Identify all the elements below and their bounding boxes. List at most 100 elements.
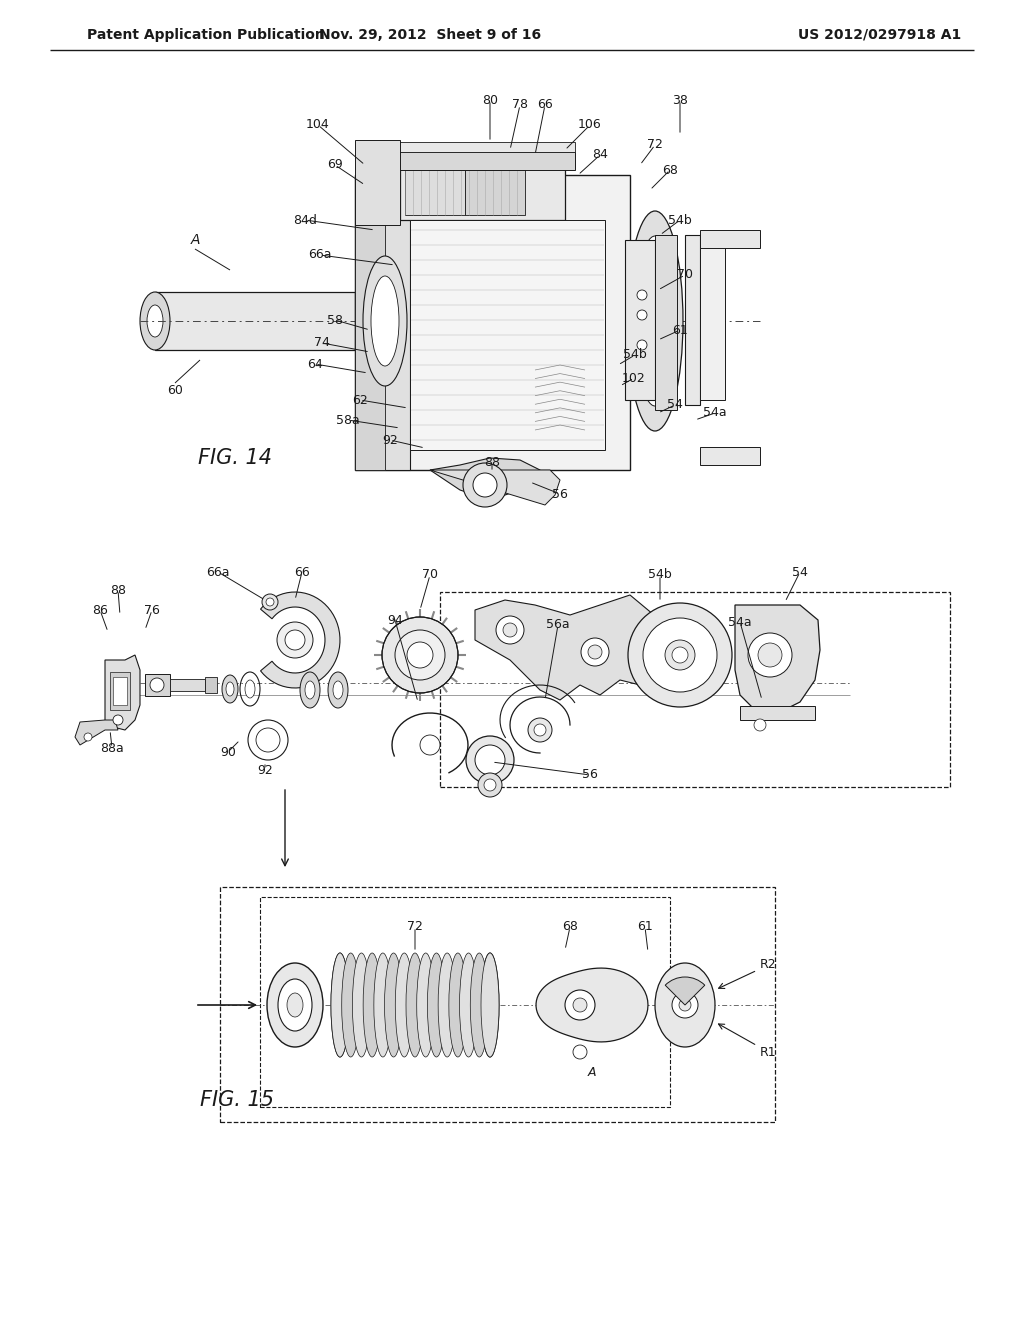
Ellipse shape [385, 953, 402, 1057]
Ellipse shape [147, 305, 163, 337]
Bar [260, 898, 670, 1107]
Bar [465, 170, 525, 215]
Circle shape [266, 598, 274, 606]
Polygon shape [475, 595, 665, 700]
Ellipse shape [362, 256, 407, 385]
Text: FIG. 14: FIG. 14 [198, 447, 272, 469]
Circle shape [637, 341, 647, 350]
Text: 90: 90 [220, 746, 236, 759]
Ellipse shape [331, 953, 349, 1057]
Text: 72: 72 [408, 920, 423, 933]
Polygon shape [735, 605, 820, 711]
Bar [110, 672, 130, 710]
Text: 56: 56 [552, 487, 568, 500]
Bar [685, 235, 700, 405]
Text: 58a: 58a [336, 413, 359, 426]
Polygon shape [105, 655, 140, 730]
Ellipse shape [300, 672, 319, 708]
Text: Patent Application Publication: Patent Application Publication [87, 28, 325, 42]
Text: FIG. 15: FIG. 15 [200, 1090, 274, 1110]
Bar [655, 235, 677, 411]
Text: 72: 72 [647, 139, 663, 152]
Ellipse shape [342, 953, 359, 1057]
Circle shape [637, 290, 647, 300]
Circle shape [534, 723, 546, 737]
Circle shape [503, 623, 517, 638]
Bar [220, 887, 775, 1122]
Text: 66: 66 [294, 565, 310, 578]
Text: 104: 104 [306, 119, 330, 132]
Bar [440, 591, 950, 787]
Ellipse shape [470, 953, 488, 1057]
Ellipse shape [245, 680, 255, 698]
Text: 76: 76 [144, 603, 160, 616]
Circle shape [643, 618, 717, 692]
Ellipse shape [635, 236, 675, 407]
Ellipse shape [335, 975, 345, 1035]
Polygon shape [536, 968, 648, 1041]
Ellipse shape [395, 953, 414, 1057]
Circle shape [84, 733, 92, 741]
Circle shape [285, 630, 305, 649]
Circle shape [113, 715, 123, 725]
Ellipse shape [655, 964, 715, 1047]
Ellipse shape [438, 953, 456, 1057]
Ellipse shape [417, 953, 435, 1057]
Text: 88: 88 [110, 583, 126, 597]
Bar [406, 170, 465, 215]
Text: 70: 70 [677, 268, 693, 281]
Ellipse shape [406, 953, 424, 1057]
Circle shape [754, 719, 766, 731]
Polygon shape [430, 470, 560, 506]
Ellipse shape [305, 681, 315, 700]
Bar [625, 240, 655, 400]
Wedge shape [666, 977, 705, 1005]
Text: 56a: 56a [546, 619, 569, 631]
Text: 54b: 54b [648, 569, 672, 582]
Ellipse shape [460, 953, 477, 1057]
Ellipse shape [627, 211, 683, 432]
Circle shape [581, 638, 609, 667]
Ellipse shape [481, 953, 499, 1057]
Bar [390, 152, 575, 170]
Text: 54b: 54b [668, 214, 692, 227]
Circle shape [262, 594, 278, 610]
Circle shape [382, 616, 458, 693]
Ellipse shape [140, 292, 170, 350]
Text: 66a: 66a [206, 565, 229, 578]
Text: R2: R2 [719, 958, 776, 989]
Circle shape [466, 737, 514, 784]
Bar [113, 677, 127, 705]
Ellipse shape [449, 953, 467, 1057]
Ellipse shape [352, 953, 371, 1057]
Ellipse shape [331, 953, 349, 1057]
Bar [390, 143, 575, 152]
Text: 94: 94 [387, 614, 402, 627]
Circle shape [637, 310, 647, 319]
Circle shape [748, 634, 792, 677]
Text: 38: 38 [672, 94, 688, 107]
Ellipse shape [371, 276, 399, 366]
Ellipse shape [328, 672, 348, 708]
Circle shape [672, 647, 688, 663]
Circle shape [573, 998, 587, 1012]
Text: 86: 86 [92, 603, 108, 616]
Text: 84d: 84d [293, 214, 317, 227]
Circle shape [478, 774, 502, 797]
Circle shape [420, 735, 440, 755]
Circle shape [150, 678, 164, 692]
Bar [700, 447, 760, 465]
Text: 88a: 88a [100, 742, 124, 755]
Text: 58: 58 [327, 314, 343, 326]
Text: 54a: 54a [728, 615, 752, 628]
Polygon shape [260, 591, 340, 688]
Polygon shape [75, 719, 118, 744]
Bar [355, 176, 385, 470]
Circle shape [679, 999, 691, 1011]
Circle shape [573, 1045, 587, 1059]
Text: 61: 61 [672, 323, 688, 337]
Circle shape [565, 990, 595, 1020]
Text: 69: 69 [327, 158, 343, 172]
Circle shape [588, 645, 602, 659]
Bar [355, 176, 410, 470]
